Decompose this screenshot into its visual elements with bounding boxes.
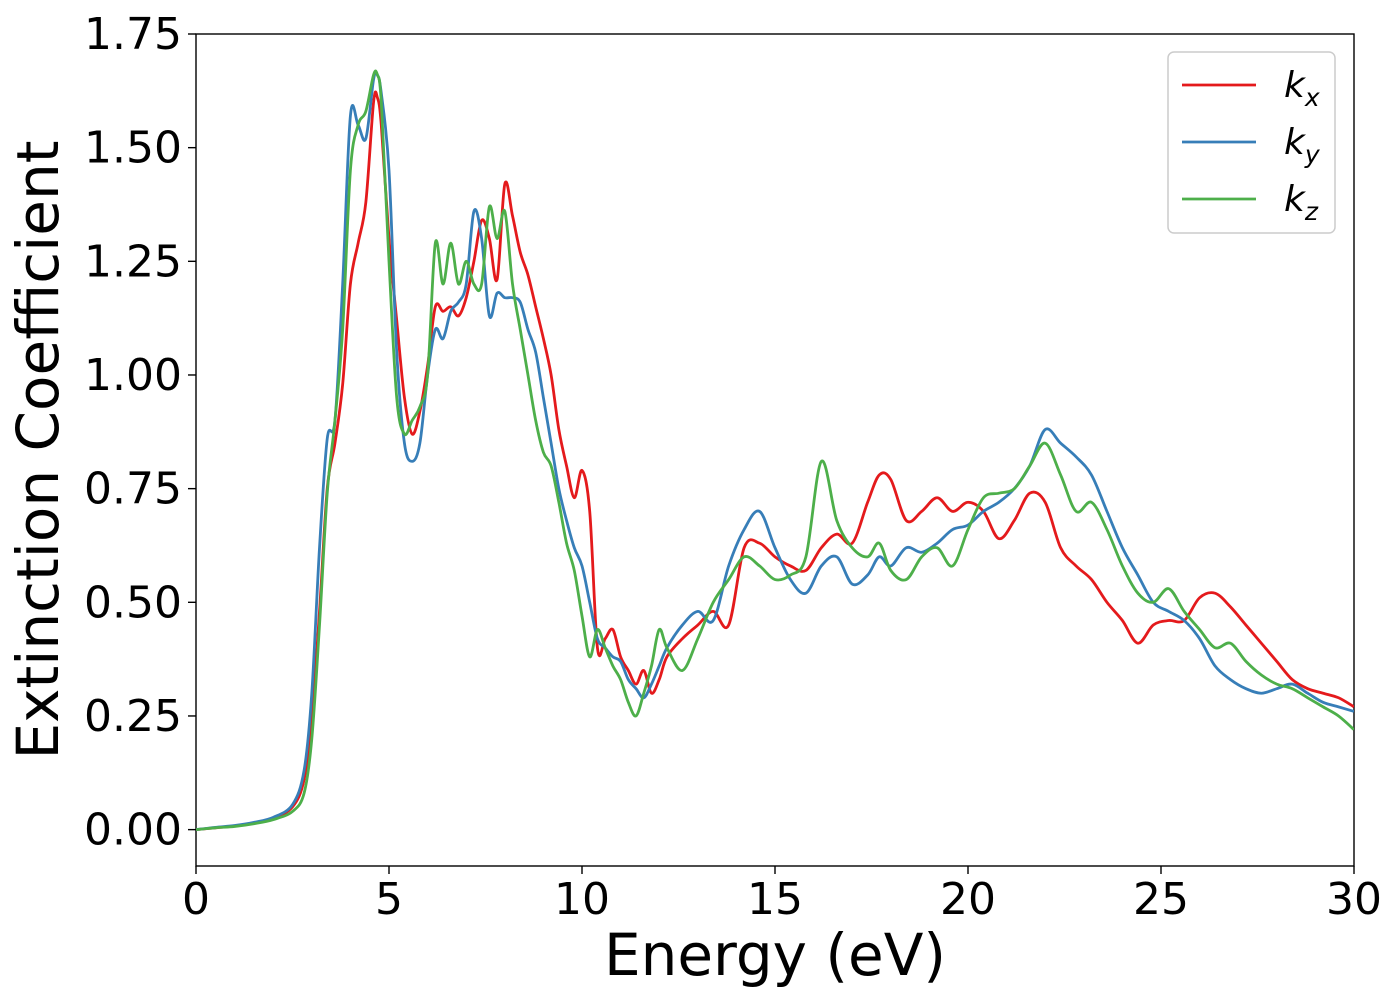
legend-label-kz: kz <box>1284 179 1319 226</box>
legend-label-subscript: y <box>1304 140 1321 169</box>
legend-label-subscript: z <box>1304 197 1319 226</box>
y-tick-label: 0.25 <box>84 691 182 742</box>
y-tick-label: 0.75 <box>84 464 182 515</box>
y-tick-label: 1.25 <box>84 236 182 287</box>
y-axis-ticks: 0.00 0.25 0.50 0.75 1.00 1.25 1.50 1.75 <box>84 9 196 856</box>
y-tick-label: 0.50 <box>84 577 182 628</box>
y-tick-label: 1.50 <box>84 123 182 174</box>
legend-label-base: k <box>1284 179 1307 220</box>
y-tick-label: 1.75 <box>84 9 182 60</box>
y-axis-label: Extinction Coefficient <box>4 141 72 760</box>
x-tick-label: 10 <box>554 874 610 925</box>
legend-label-ky: ky <box>1284 122 1321 169</box>
x-tick-label: 30 <box>1326 874 1382 925</box>
x-axis-label: Energy (eV) <box>604 921 946 989</box>
series-line-kx <box>196 90 1354 832</box>
x-tick-label: 25 <box>1133 874 1189 925</box>
x-axis-ticks: 0 5 10 15 20 25 30 <box>182 866 1382 925</box>
x-tick-label: 5 <box>375 874 403 925</box>
legend-label-kx: kx <box>1284 65 1320 112</box>
x-tick-label: 15 <box>747 874 803 925</box>
y-tick-label: 0.00 <box>84 805 182 856</box>
series-line-kz <box>196 69 1354 832</box>
x-tick-label: 0 <box>182 874 210 925</box>
legend-label-base: k <box>1284 122 1307 163</box>
x-tick-label: 20 <box>940 874 996 925</box>
series-layer <box>196 69 1354 832</box>
legend-label-subscript: x <box>1304 83 1320 112</box>
y-tick-label: 1.00 <box>84 350 182 401</box>
legend-label-base: k <box>1284 65 1307 106</box>
